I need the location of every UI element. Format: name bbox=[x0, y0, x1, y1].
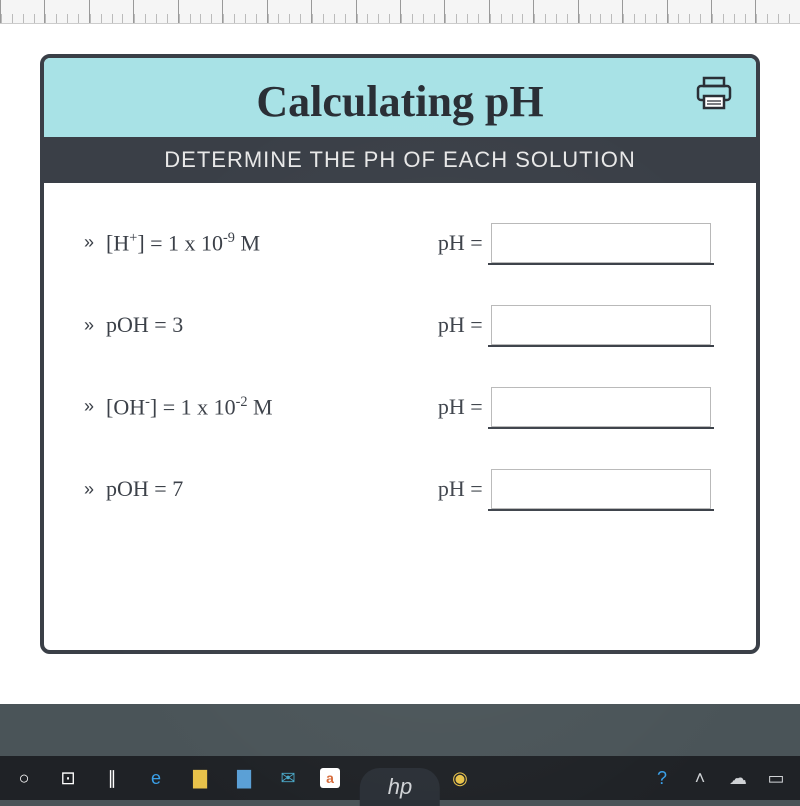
answer-input[interactable] bbox=[491, 387, 711, 427]
edge-icon[interactable]: e bbox=[144, 766, 168, 790]
document-ruler bbox=[0, 0, 800, 24]
battery-icon[interactable]: ▭ bbox=[764, 766, 788, 790]
prompt-text: pOH = 3 bbox=[106, 312, 183, 338]
hp-logo: hp bbox=[360, 768, 440, 806]
printer-icon[interactable] bbox=[694, 76, 734, 112]
question-prompt: » pOH = 3 bbox=[84, 312, 438, 338]
app-a-icon[interactable]: a bbox=[320, 768, 340, 788]
prompt-text: [OH-] = 1 x 10-2 M bbox=[106, 394, 273, 420]
cortana-icon[interactable]: ⊡ bbox=[56, 766, 80, 790]
chevron-right-icon: » bbox=[84, 479, 94, 500]
answer-underline bbox=[488, 427, 714, 429]
start-circle-icon[interactable]: ○ bbox=[12, 766, 36, 790]
document-page: Calculating pH DETERMINE THE PH OF EACH … bbox=[0, 24, 800, 704]
system-tray[interactable]: ? ˄ ☁ ▭ bbox=[650, 766, 788, 790]
answer-input[interactable] bbox=[491, 223, 711, 263]
chevron-right-icon: » bbox=[84, 232, 94, 253]
answer-label: pH = bbox=[438, 394, 483, 420]
chevron-up-icon[interactable]: ˄ bbox=[688, 766, 712, 790]
help-icon[interactable]: ? bbox=[650, 766, 674, 790]
question-prompt: » pOH = 7 bbox=[84, 476, 438, 502]
answer-input[interactable] bbox=[491, 305, 711, 345]
answer-underline bbox=[488, 509, 714, 511]
worksheet-title: Calculating pH bbox=[64, 76, 736, 127]
worksheet-card: Calculating pH DETERMINE THE PH OF EACH … bbox=[40, 54, 760, 654]
store-icon[interactable]: ▇ bbox=[232, 766, 256, 790]
answer-underline bbox=[488, 263, 714, 265]
answer-underline bbox=[488, 345, 714, 347]
worksheet-content: » [H+] = 1 x 10-9 M pH = » pOH = 3 pH = » [OH-]… bbox=[44, 183, 756, 571]
mail-icon[interactable]: ✉ bbox=[276, 766, 300, 790]
answer-input[interactable] bbox=[491, 469, 711, 509]
question-row: » pOH = 7 pH = bbox=[84, 469, 716, 509]
task-view-icon[interactable]: ∥ bbox=[100, 766, 124, 790]
cloud-icon[interactable]: ☁ bbox=[726, 766, 750, 790]
chevron-right-icon: » bbox=[84, 396, 94, 417]
question-prompt: » [H+] = 1 x 10-9 M bbox=[84, 230, 438, 256]
answer-label: pH = bbox=[438, 312, 483, 338]
answer-label: pH = bbox=[438, 476, 483, 502]
chrome-icon[interactable]: ◉ bbox=[448, 766, 472, 790]
prompt-text: pOH = 7 bbox=[106, 476, 183, 502]
prompt-text: [H+] = 1 x 10-9 M bbox=[106, 230, 260, 256]
question-row: » [H+] = 1 x 10-9 M pH = bbox=[84, 223, 716, 263]
chevron-right-icon: » bbox=[84, 315, 94, 336]
explorer-icon[interactable]: ▇ bbox=[188, 766, 212, 790]
question-row: » pOH = 3 pH = bbox=[84, 305, 716, 345]
question-prompt: » [OH-] = 1 x 10-2 M bbox=[84, 394, 438, 420]
worksheet-subtitle: DETERMINE THE PH OF EACH SOLUTION bbox=[44, 137, 756, 183]
worksheet-header: Calculating pH bbox=[44, 58, 756, 137]
question-row: » [OH-] = 1 x 10-2 M pH = bbox=[84, 387, 716, 427]
answer-label: pH = bbox=[438, 230, 483, 256]
